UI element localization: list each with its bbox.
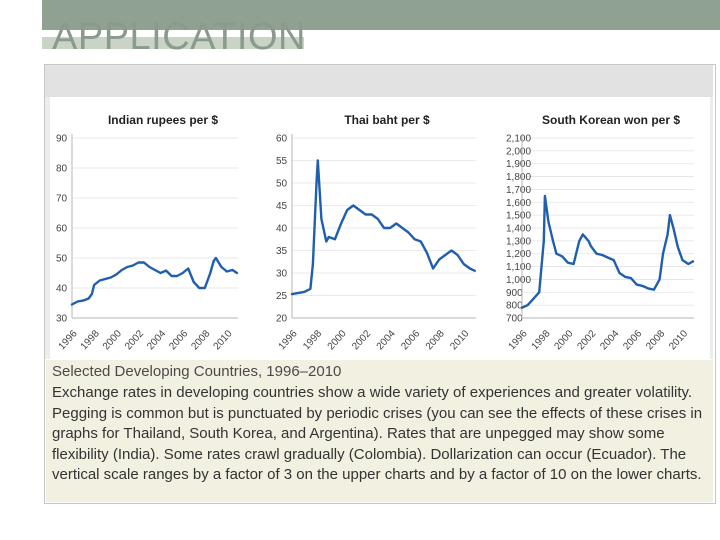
x-tick-label: 2008 (644, 328, 667, 352)
y-tick-label: 70 (56, 194, 68, 205)
slide-title: APPLICATION (52, 16, 306, 58)
caption-box (46, 360, 713, 502)
y-tick-label: 1,600 (506, 198, 531, 209)
y-tick-label: 35 (276, 246, 288, 257)
figure-left-margin (45, 97, 50, 359)
y-tick-label: 45 (276, 201, 288, 212)
y-tick-label: 1,800 (506, 172, 531, 183)
figure-right-margin (710, 97, 713, 359)
x-tick-label: 2002 (575, 328, 598, 352)
series-line (520, 194, 695, 309)
y-tick-label: 800 (506, 301, 523, 312)
y-tick-label: 1,700 (506, 185, 531, 196)
y-tick-label: 30 (56, 314, 68, 325)
x-tick-label: 2008 (424, 328, 447, 352)
x-tick-label: 1998 (79, 328, 102, 352)
y-tick-label: 60 (276, 134, 288, 145)
x-tick-label: 2006 (167, 328, 190, 352)
x-tick-label: 2000 (552, 328, 575, 352)
series-line (290, 159, 476, 296)
y-tick-label: 50 (276, 179, 288, 190)
y-tick-label: 1,200 (506, 249, 531, 260)
chart-panel-3: South Korean won per $ 700 800 900 1,000 1,10… (506, 113, 695, 352)
y-tick-label: 30 (276, 269, 288, 280)
x-tick-label: 1996 (507, 328, 530, 352)
caption-title: Selected Developing Countries, 1996–2010 (52, 363, 342, 380)
x-tick-label: 2006 (621, 328, 644, 352)
chart-title: South Korean won per $ (542, 113, 680, 127)
x-tick-label: 2000 (326, 328, 349, 352)
x-tick-label: 2010 (212, 328, 235, 352)
x-tick-label: 2010 (667, 328, 690, 352)
y-tick-label: 2,000 (506, 146, 531, 157)
x-tick-label: 2004 (375, 328, 398, 352)
y-tick-label: 25 (276, 291, 288, 302)
x-tick-label: 2004 (598, 328, 621, 352)
x-tick-label: 2008 (189, 328, 212, 352)
x-tick-label: 2006 (399, 328, 422, 352)
y-tick-label: 50 (56, 254, 68, 265)
x-tick-label: 2010 (448, 328, 471, 352)
y-tick-label: 55 (276, 156, 288, 167)
y-tick-label: 1,300 (506, 236, 531, 247)
caption-body: Exchange rates in developing countries s… (52, 384, 703, 484)
y-tick-label: 80 (56, 164, 68, 175)
y-tick-label: 1,400 (506, 224, 531, 235)
x-tick-label: 1998 (301, 328, 324, 352)
x-tick-label: 2002 (350, 328, 373, 352)
x-tick-label: 2002 (123, 328, 146, 352)
x-tick-label: 1996 (277, 328, 300, 352)
y-tick-label: 1,100 (506, 262, 531, 273)
x-tick-label: 1996 (57, 328, 80, 352)
y-tick-label: 40 (56, 284, 68, 295)
chart-title: Indian rupees per $ (108, 113, 218, 127)
figure-header-band (45, 65, 713, 97)
y-tick-label: 900 (506, 288, 523, 299)
y-tick-label: 60 (56, 224, 68, 235)
x-tick-label: 2000 (101, 328, 124, 352)
y-tick-label: 2,100 (506, 134, 531, 145)
series-line (70, 256, 239, 306)
x-tick-label: 2004 (145, 328, 168, 352)
y-tick-label: 20 (276, 314, 288, 325)
chart-title: Thai baht per $ (344, 113, 430, 127)
title-bar (42, 0, 720, 30)
y-tick-label: 1,500 (506, 211, 531, 222)
y-tick-label: 40 (276, 224, 288, 235)
title-underline (42, 37, 304, 49)
chart-panel-2: Thai baht per $ 20 25 30 35 40 45 50 55 60 1996 199… (276, 113, 476, 352)
y-tick-label: 1,900 (506, 159, 531, 170)
chart-panel-1: Indian rupees per $ 30 40 50 60 70 80 90 1996 199… (56, 113, 239, 352)
x-tick-label: 1998 (530, 328, 553, 352)
y-tick-label: 90 (56, 134, 68, 145)
y-tick-label: 1,000 (506, 275, 531, 286)
y-tick-label: 700 (506, 314, 523, 325)
